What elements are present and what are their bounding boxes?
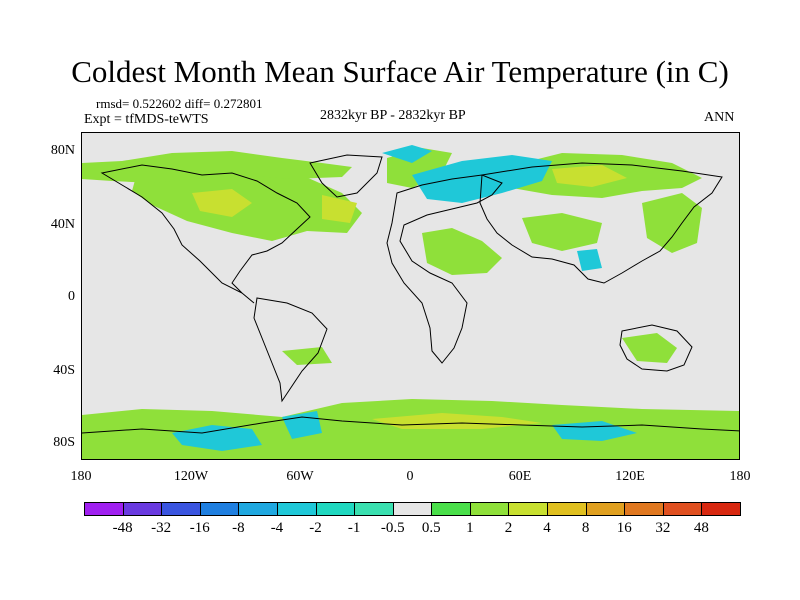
color-legend-swatch	[662, 502, 703, 516]
coast-south-america	[253, 297, 328, 403]
color-legend-label: -48	[112, 520, 133, 536]
season-label: ANN	[704, 110, 735, 125]
coast-antarctica	[82, 416, 739, 434]
east-asia-warm-region	[642, 193, 702, 253]
central-asia-warm-region	[522, 213, 602, 251]
color-legend-label: -0.5	[380, 520, 405, 536]
warm-anomaly-regions	[82, 148, 739, 459]
canada-strong-warm	[192, 189, 252, 217]
period-label: 2832kyr BP - 2832kyr BP	[320, 108, 466, 123]
color-legend-swatch	[624, 502, 664, 516]
color-legend-label: 32	[655, 520, 671, 536]
color-legend-swatch	[508, 502, 549, 516]
coast-north-america	[100, 164, 311, 304]
experiment-label: Expt = tfMDS-teWTS	[84, 112, 209, 127]
color-legend-swatch	[701, 502, 741, 516]
color-legend-label: -1	[347, 520, 361, 536]
color-legend-swatch	[122, 502, 163, 516]
color-legend-label: 48	[693, 520, 709, 536]
color-legend-label: 1	[466, 520, 474, 536]
color-legend-label: 8	[581, 520, 590, 536]
color-legend-label: -32	[151, 520, 172, 536]
coast-greenland	[309, 154, 383, 198]
map-canvas	[82, 133, 739, 459]
lon-label-0: 0	[406, 469, 414, 484]
lat-label-80s: 80S	[53, 435, 75, 450]
asia-cool-region	[577, 249, 602, 271]
color-legend-swatch	[199, 502, 240, 516]
coast-europe-africa	[386, 174, 503, 364]
lon-label-180w: 180	[70, 469, 92, 484]
color-legend-swatch	[354, 502, 394, 516]
lon-label-60w: 60W	[286, 469, 314, 484]
map-title: Coldest Month Mean Surface Air Temperatu…	[71, 54, 729, 89]
west-antarctic-cool-region	[172, 425, 262, 451]
color-legend-label: 4	[543, 520, 551, 536]
coast-australia	[619, 324, 693, 372]
coast-asia	[479, 162, 723, 284]
lat-label-80n: 80N	[50, 143, 75, 158]
north-africa-warm-region	[422, 228, 502, 275]
lon-label-60e: 60E	[508, 469, 532, 484]
color-legend-swatch	[547, 502, 587, 516]
atlantic-strong-warm	[322, 195, 357, 223]
stats-label: rmsd= 0.522602 diff= 0.272801	[96, 96, 263, 111]
lat-label-40s: 40S	[53, 363, 75, 378]
color-legend-label: -16	[189, 520, 210, 536]
color-legend-swatch	[585, 502, 626, 516]
lon-label-180e: 180	[729, 469, 751, 484]
australia-warm-region	[622, 333, 677, 363]
world-map	[81, 132, 740, 460]
color-legend-label: 2	[504, 520, 513, 536]
color-legend-swatch	[161, 502, 201, 516]
lon-label-120e: 120E	[615, 469, 645, 484]
arctic-warm-region	[82, 151, 352, 183]
color-legend-swatch	[392, 502, 433, 516]
south-pacific-warm-region	[282, 347, 332, 365]
color-legend-swatch	[84, 502, 124, 516]
lat-label-equator: 0	[68, 289, 75, 304]
lon-label-120w: 120W	[173, 469, 209, 484]
color-legend-label: 0.5	[421, 520, 441, 536]
color-legend-label: -4	[270, 520, 284, 536]
color-legend-label: 16	[616, 520, 632, 536]
color-legend-label: -8	[232, 520, 245, 536]
arctic-cool-region	[382, 145, 432, 163]
color-legend-swatch	[469, 502, 510, 516]
color-legend-swatch	[315, 502, 356, 516]
color-legend	[84, 502, 741, 516]
siberia-strong-warm	[552, 165, 627, 187]
color-legend-swatch	[431, 502, 471, 516]
color-legend-label: -2	[309, 520, 322, 536]
color-legend-swatch	[276, 502, 317, 516]
lat-label-40n: 40N	[50, 217, 75, 232]
coastlines	[82, 154, 739, 434]
color-legend-swatch	[238, 502, 278, 516]
